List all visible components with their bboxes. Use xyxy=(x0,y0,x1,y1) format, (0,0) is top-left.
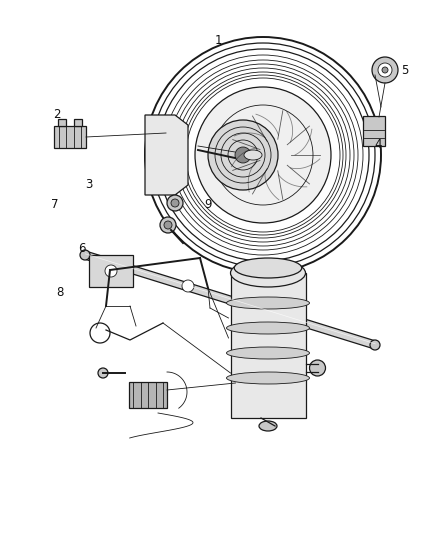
Circle shape xyxy=(171,129,179,137)
FancyBboxPatch shape xyxy=(230,273,305,418)
Circle shape xyxy=(167,195,183,211)
Text: 5: 5 xyxy=(401,64,409,77)
Circle shape xyxy=(235,147,251,163)
Ellipse shape xyxy=(226,372,310,384)
FancyBboxPatch shape xyxy=(363,116,385,146)
Text: 6: 6 xyxy=(78,243,86,255)
Circle shape xyxy=(166,124,184,142)
Ellipse shape xyxy=(244,150,262,160)
Circle shape xyxy=(80,250,90,260)
Circle shape xyxy=(372,57,398,83)
Circle shape xyxy=(171,199,179,207)
Ellipse shape xyxy=(234,258,302,278)
Ellipse shape xyxy=(226,297,310,309)
FancyBboxPatch shape xyxy=(54,126,86,148)
Circle shape xyxy=(382,67,388,73)
Circle shape xyxy=(105,265,117,277)
Text: 8: 8 xyxy=(57,287,64,300)
Circle shape xyxy=(195,87,331,223)
Circle shape xyxy=(164,221,172,229)
FancyBboxPatch shape xyxy=(58,119,66,126)
Ellipse shape xyxy=(226,322,310,334)
Text: 7: 7 xyxy=(51,198,59,212)
Circle shape xyxy=(370,340,380,350)
Circle shape xyxy=(208,120,278,190)
Ellipse shape xyxy=(98,368,108,378)
Text: 3: 3 xyxy=(85,179,93,191)
Ellipse shape xyxy=(259,421,277,431)
Circle shape xyxy=(310,360,325,376)
Polygon shape xyxy=(145,115,188,195)
Polygon shape xyxy=(84,251,376,349)
Text: 1: 1 xyxy=(214,34,222,46)
FancyBboxPatch shape xyxy=(129,382,167,408)
Text: 2: 2 xyxy=(53,109,61,122)
FancyBboxPatch shape xyxy=(89,255,133,287)
Text: 9: 9 xyxy=(204,198,212,212)
Ellipse shape xyxy=(230,259,305,287)
Circle shape xyxy=(182,280,194,292)
FancyBboxPatch shape xyxy=(74,119,82,126)
Circle shape xyxy=(378,63,392,77)
Circle shape xyxy=(90,323,110,343)
Circle shape xyxy=(160,217,176,233)
Text: 4: 4 xyxy=(374,139,382,151)
Ellipse shape xyxy=(226,347,310,359)
